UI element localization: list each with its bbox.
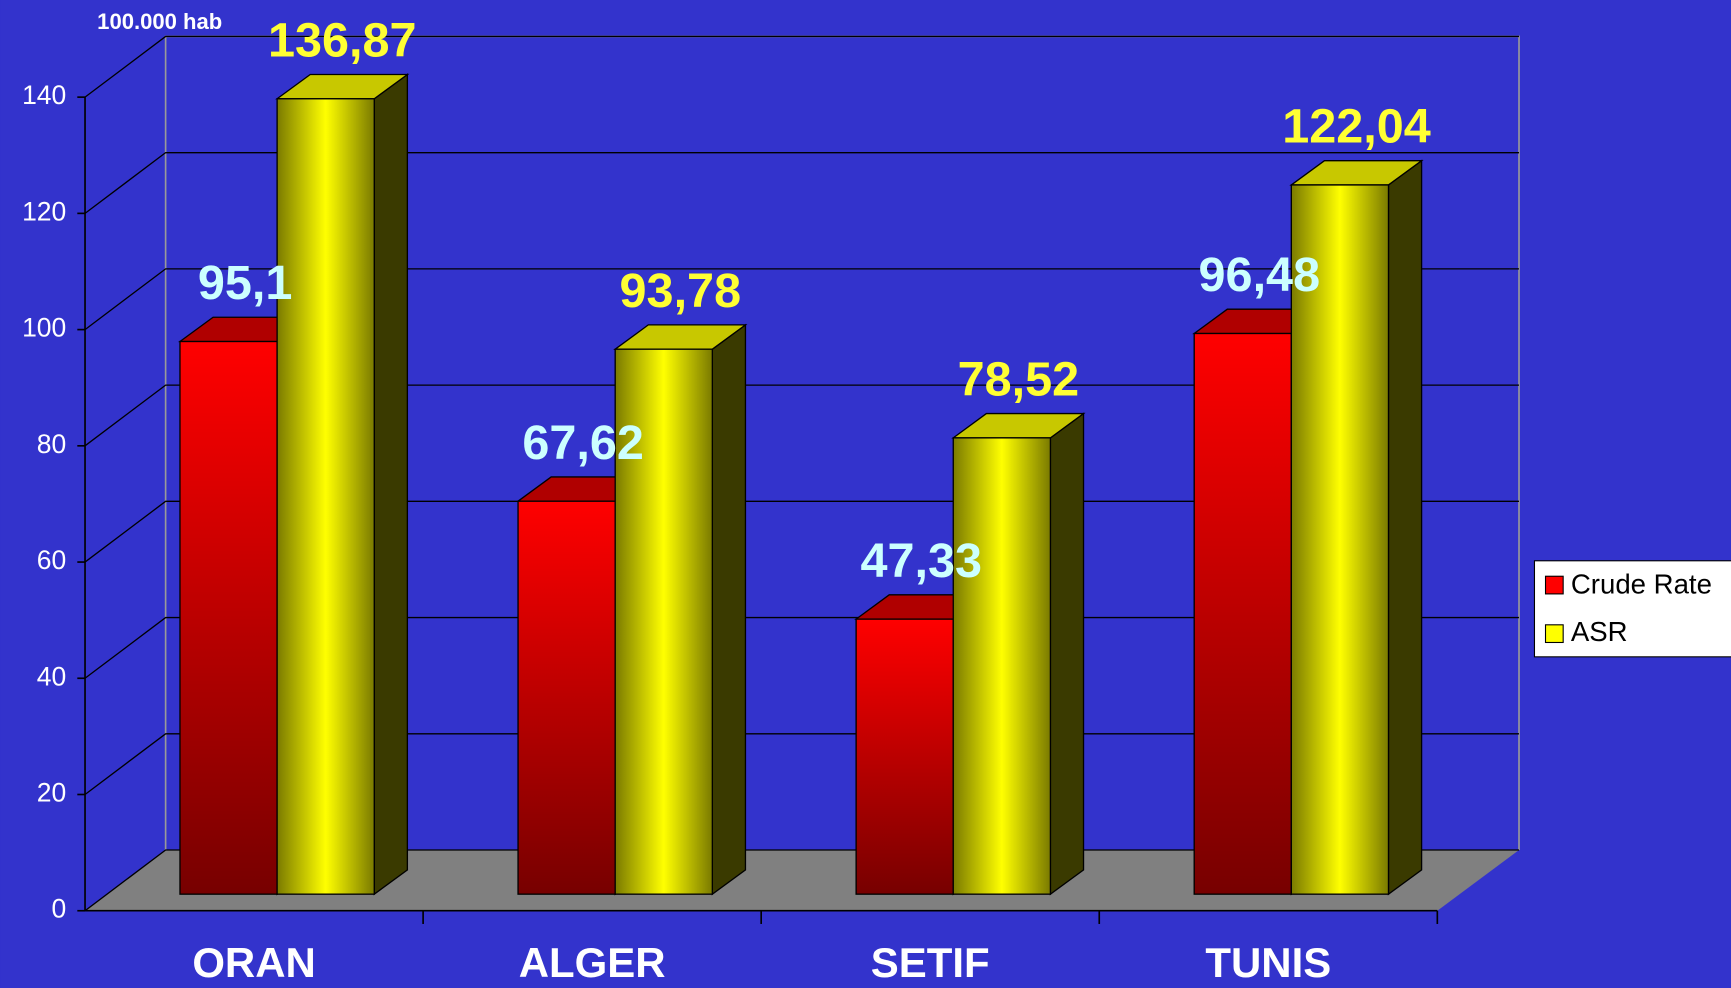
- y-tick-label: 60: [37, 545, 66, 575]
- x-tick-label: ALGER: [519, 939, 666, 986]
- y-tick-label: 20: [37, 778, 66, 808]
- y-tick-label: 40: [37, 661, 66, 691]
- grid-line: [84, 384, 1520, 447]
- grid-line: [84, 268, 1520, 331]
- legend-swatch: [1544, 624, 1564, 644]
- bar-front: [517, 500, 616, 895]
- value-label: 67,62: [522, 416, 644, 470]
- bar: [1289, 159, 1424, 896]
- grid-line: [84, 35, 1520, 98]
- x-tick-label: ORAN: [192, 939, 315, 986]
- y-tick-label: 0: [52, 894, 67, 924]
- value-label: 95,1: [198, 256, 293, 310]
- value-label: 78,52: [958, 352, 1080, 406]
- bar-side: [711, 323, 747, 896]
- value-label: 96,48: [1199, 248, 1321, 302]
- bar: [951, 412, 1086, 896]
- bar-side: [1387, 159, 1423, 896]
- bar-front: [614, 348, 713, 895]
- bars: [177, 73, 1424, 896]
- value-label: 122,04: [1282, 100, 1431, 154]
- legend-label: Crude Rate: [1571, 568, 1712, 599]
- y-tick-label: 140: [22, 80, 66, 110]
- bar-side: [1049, 412, 1085, 896]
- bar-front: [1290, 184, 1390, 895]
- bar: [275, 73, 410, 896]
- floor: [85, 850, 1520, 911]
- legend-box: [1533, 560, 1731, 658]
- bar-front: [276, 98, 375, 895]
- legend: Crude Rate ASR: [1533, 560, 1731, 658]
- x-tick-label: TUNIS: [1205, 939, 1331, 986]
- labels: ORAN 95,1 136,87 ALGER 67,62 93,78 SETIF 47,33 7…: [192, 13, 1430, 986]
- value-label: 93,78: [620, 264, 742, 318]
- bar: [613, 323, 748, 896]
- bar-front: [179, 340, 278, 895]
- value-label: 47,33: [860, 534, 982, 588]
- legend-swatch: [1544, 575, 1564, 595]
- x-tick-label: SETIF: [871, 939, 990, 986]
- legend-label: ASR: [1571, 616, 1628, 647]
- bar-front: [855, 618, 954, 895]
- y-axis-label: 100.000 hab: [97, 9, 222, 34]
- bar-side: [373, 73, 409, 896]
- grid-line: [84, 151, 1520, 214]
- bar-front: [1193, 332, 1292, 895]
- y-tick-label: 100: [22, 313, 66, 343]
- y-tick-label: 120: [22, 196, 66, 226]
- y-tick-label: 80: [37, 429, 66, 459]
- bar-front: [952, 437, 1052, 895]
- value-label: 136,87: [268, 13, 417, 67]
